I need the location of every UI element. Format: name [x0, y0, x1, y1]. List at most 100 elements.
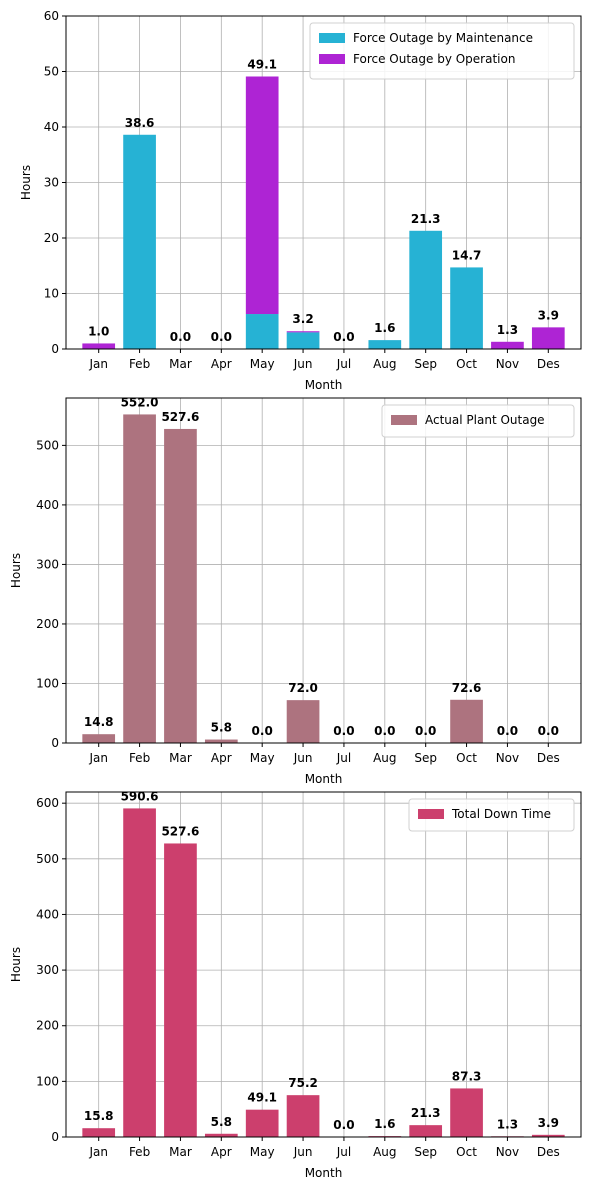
legend: Actual Plant Outage	[381, 404, 575, 438]
chart-panel-3: 15.8 590.6 527.6 5.8 49.1 75.2 0.0 1.6 21.3 87.3 1…	[9, 789, 582, 1180]
data-label-nov: 1.3	[497, 1117, 518, 1131]
bar-force-outage-by-maintenance-aug	[368, 340, 402, 349]
y-tick-label: 200	[36, 617, 59, 631]
x-tick-label-sep: Sep	[414, 751, 437, 765]
data-label-may: 49.1	[247, 1091, 277, 1105]
data-label-jun: 72.0	[288, 681, 318, 695]
data-label-aug: 1.6	[374, 1117, 395, 1131]
legend-swatch-total-down-time	[418, 809, 444, 819]
bar-actual-plant-outage-feb	[123, 414, 156, 743]
y-tick-label: 500	[36, 438, 59, 452]
x-tick-label-nov: Nov	[496, 1145, 519, 1159]
bar-force-outage-by-operation-des	[531, 327, 565, 349]
bar-force-outage-by-operation-nov	[491, 341, 524, 349]
x-axis-label: Month	[305, 772, 343, 786]
y-tick-label: 100	[36, 676, 59, 690]
data-label-des: 3.9	[538, 1116, 559, 1130]
y-axis-label: Hours	[9, 553, 23, 588]
data-label-feb: 38.6	[125, 116, 155, 130]
x-tick-label-apr: Apr	[211, 357, 232, 371]
data-label-des: 3.9	[538, 308, 559, 322]
bar-force-outage-by-operation-jan	[82, 343, 116, 349]
x-axis-label: Month	[305, 1166, 343, 1180]
data-label-jun: 3.2	[292, 312, 313, 326]
x-tick-label-oct: Oct	[456, 751, 477, 765]
legend-label-total-down-time: Total Down Time	[451, 807, 551, 821]
x-tick-label-sep: Sep	[414, 1145, 437, 1159]
x-tick-label-feb: Feb	[129, 1145, 150, 1159]
bar-total-down-time-mar	[164, 843, 197, 1137]
x-tick-label-jul: Jul	[336, 357, 351, 371]
bar-force-outage-by-maintenance-oct	[450, 267, 483, 349]
legend-box	[381, 404, 575, 438]
x-tick-label-aug: Aug	[373, 357, 396, 371]
x-axis-label: Month	[305, 378, 343, 392]
data-label-may: 0.0	[252, 724, 273, 738]
data-label-jan: 15.8	[84, 1109, 114, 1123]
y-axis-label: Hours	[9, 947, 23, 982]
y-axis-label: Hours	[19, 165, 33, 200]
x-tick-label-jun: Jun	[293, 751, 313, 765]
x-tick-label-aug: Aug	[373, 751, 396, 765]
x-tick-label-may: May	[250, 751, 275, 765]
legend-box	[408, 798, 575, 832]
bar-force-outage-by-maintenance-may	[245, 314, 279, 349]
x-tick-label-apr: Apr	[211, 1145, 232, 1159]
data-label-feb: 590.6	[121, 789, 159, 803]
bar-total-down-time-des	[531, 1134, 565, 1137]
y-tick-label: 60	[44, 9, 59, 23]
data-label-oct: 72.6	[452, 681, 482, 695]
x-tick-label-des: Des	[537, 1145, 560, 1159]
data-label-feb: 552.0	[121, 395, 159, 409]
plot-frame	[65, 397, 582, 744]
x-tick-label-mar: Mar	[169, 357, 192, 371]
data-label-jun: 75.2	[288, 1076, 318, 1090]
x-tick-label-nov: Nov	[496, 751, 519, 765]
data-label-jul: 0.0	[333, 724, 354, 738]
data-label-oct: 87.3	[452, 1069, 482, 1083]
legend-swatch-force-outage-by-operation	[319, 54, 345, 64]
legend-swatch-force-outage-by-maintenance	[319, 33, 345, 43]
legend-swatch-actual-plant-outage	[391, 415, 417, 425]
x-tick-label-mar: Mar	[169, 751, 192, 765]
y-tick-label: 600	[36, 796, 59, 810]
data-label-aug: 1.6	[374, 321, 395, 335]
x-tick-label-oct: Oct	[456, 1145, 477, 1159]
chart-panel-1: 1.0 38.6 0.0 0.0 49.1 3.2 0.0 1.6 21.3 14.7 1.3 3.9…	[19, 9, 582, 392]
bar-actual-plant-outage-jan	[82, 734, 116, 743]
data-label-jul: 0.0	[333, 1118, 354, 1132]
legend: Total Down Time	[408, 798, 575, 832]
data-label-des: 0.0	[538, 724, 559, 738]
bar-total-down-time-feb	[123, 808, 156, 1137]
x-tick-label-jan: Jan	[88, 1145, 108, 1159]
y-tick-label: 500	[36, 852, 59, 866]
bar-total-down-time-apr	[204, 1133, 238, 1137]
data-label-aug: 0.0	[374, 724, 395, 738]
bar-force-outage-by-maintenance-sep	[409, 230, 443, 349]
x-tick-label-jul: Jul	[336, 1145, 351, 1159]
data-label-may: 49.1	[247, 57, 277, 71]
y-tick-label: 300	[36, 963, 59, 977]
data-label-apr: 0.0	[211, 330, 232, 344]
data-label-apr: 5.8	[211, 1115, 232, 1129]
bar-total-down-time-may	[245, 1109, 279, 1137]
bar-total-down-time-jun	[286, 1095, 320, 1137]
data-label-oct: 14.7	[452, 248, 482, 262]
y-tick-label: 0	[51, 342, 59, 356]
x-tick-label-jan: Jan	[88, 751, 108, 765]
x-tick-label-oct: Oct	[456, 357, 477, 371]
bar-total-down-time-oct	[450, 1088, 483, 1137]
y-tick-label: 40	[44, 120, 59, 134]
data-label-mar: 527.6	[161, 824, 199, 838]
y-tick-label: 200	[36, 1019, 59, 1033]
data-label-nov: 0.0	[497, 724, 518, 738]
bar-actual-plant-outage-oct	[450, 699, 483, 743]
legend-label-force-outage-by-maintenance: Force Outage by Maintenance	[353, 31, 533, 45]
data-label-apr: 5.8	[211, 721, 232, 735]
x-tick-label-sep: Sep	[414, 357, 437, 371]
bar-force-outage-by-maintenance-jun	[286, 332, 320, 349]
y-tick-label: 20	[44, 231, 59, 245]
x-tick-label-nov: Nov	[496, 357, 519, 371]
y-tick-label: 100	[36, 1074, 59, 1088]
y-tick-label: 10	[44, 287, 59, 301]
